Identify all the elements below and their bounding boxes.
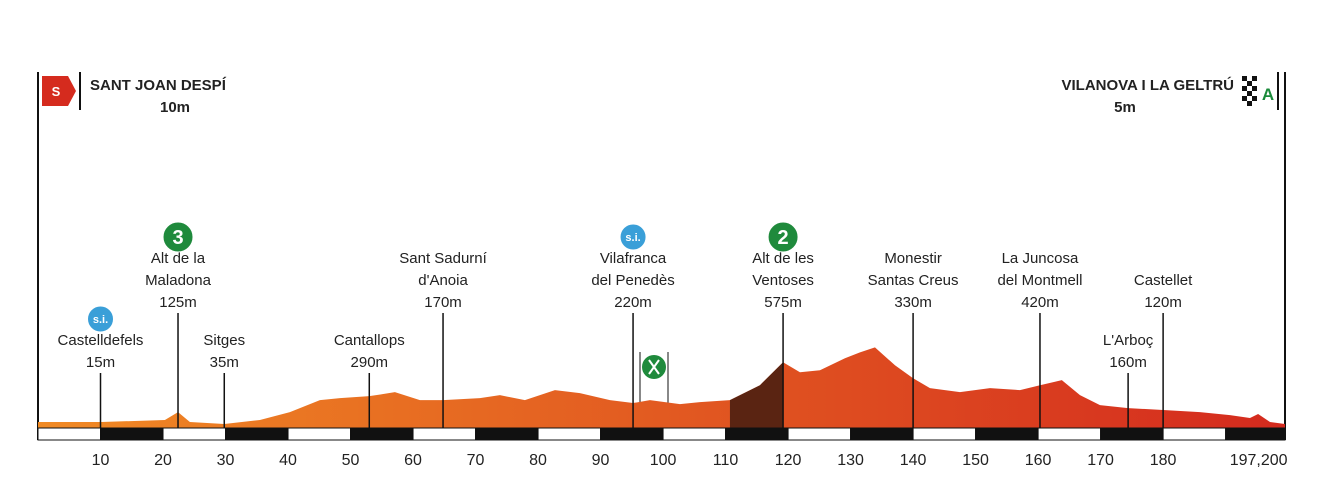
waypoint-altitude: 35m <box>210 354 239 371</box>
waypoint-name: Alt de la <box>151 250 206 267</box>
waypoint-altitude: 420m <box>1021 294 1059 311</box>
x-tick-label: 120 <box>775 452 802 469</box>
waypoint-name: Maladona <box>145 272 212 289</box>
x-tick-label: 20 <box>154 452 172 469</box>
axis-segment <box>912 427 977 441</box>
axis-segment <box>662 427 727 441</box>
feed-zone <box>639 352 669 428</box>
waypoint-altitude: 290m <box>351 354 389 371</box>
finish-name: VILANOVA I LA GELTRÚ <box>1062 76 1235 94</box>
waypoint-name: L'Arboç <box>1103 332 1154 349</box>
waypoint-name: del Penedès <box>591 272 674 289</box>
waypoint-name: Alt de les <box>752 250 814 267</box>
waypoint-name: Castelldefels <box>58 332 144 349</box>
badge <box>619 223 647 251</box>
start-badge: S <box>52 84 61 99</box>
start-flag <box>42 76 76 106</box>
axis-segment <box>850 427 914 441</box>
badge <box>162 221 194 253</box>
x-tick-label: 100 <box>650 452 677 469</box>
axis-segment <box>225 427 289 441</box>
x-tick-label: 80 <box>529 452 547 469</box>
waypoint-altitude: 170m <box>424 294 462 311</box>
x-tick-label: 110 <box>713 452 739 469</box>
waypoint-name: Ventoses <box>752 272 814 289</box>
x-tick-label: 170 <box>1087 452 1114 469</box>
axis-segment <box>1037 427 1102 441</box>
axis-segment <box>1162 427 1227 441</box>
x-tick-label: 90 <box>592 452 610 469</box>
x-tick-label: 160 <box>1025 452 1052 469</box>
badge-label: s.i. <box>625 232 640 244</box>
axis-segment <box>350 427 414 441</box>
badge <box>767 221 799 253</box>
waypoint-altitude: 330m <box>894 294 932 311</box>
waypoint-name: Sant Sadurní <box>399 250 487 267</box>
waypoint-name: del Montmell <box>997 272 1082 289</box>
badge <box>87 305 115 333</box>
badge-label: 2 <box>778 227 789 249</box>
x-tick-label: 70 <box>467 452 485 469</box>
axis-segment <box>787 427 852 441</box>
badge-label: 3 <box>172 227 183 249</box>
x-tick-label: 197,200 <box>1230 452 1288 469</box>
waypoint-altitude: 125m <box>159 294 197 311</box>
x-tick-label: 180 <box>1150 452 1177 469</box>
waypoint-altitude: 160m <box>1109 354 1147 371</box>
x-tick-label: 30 <box>217 452 235 469</box>
x-tick-label: 50 <box>342 452 360 469</box>
axis-segment <box>1225 427 1286 441</box>
waypoint-name: Santas Creus <box>868 272 959 289</box>
axis-segment <box>162 427 227 441</box>
waypoint-name: Castellet <box>1134 272 1193 289</box>
finish-altitude: 5m <box>1114 99 1136 116</box>
waypoint-altitude: 575m <box>764 294 802 311</box>
waypoint-name: Cantallops <box>334 332 405 349</box>
waypoint-name: Sitges <box>203 332 245 349</box>
x-tick-label: 60 <box>404 452 422 469</box>
waypoint-name: d'Anoia <box>418 272 468 289</box>
x-tick-label: 130 <box>837 452 864 469</box>
badge-label: s.i. <box>93 314 108 326</box>
axis-segment <box>537 427 602 441</box>
axis-segment <box>975 427 1039 441</box>
waypoint-name: La Juncosa <box>1002 250 1079 267</box>
axis-segment <box>475 427 539 441</box>
start-name: SANT JOAN DESPÍ <box>90 77 227 94</box>
waypoint-altitude: 120m <box>1144 294 1182 311</box>
elevation-area <box>38 347 1285 428</box>
waypoint-name: Vilafranca <box>600 250 667 267</box>
axis-segment <box>100 427 164 441</box>
checkered-flag <box>1242 76 1258 108</box>
x-tick-label: 40 <box>279 452 297 469</box>
axis-segment <box>412 427 477 441</box>
waypoint-name: Monestir <box>884 250 942 267</box>
axis-segment <box>725 427 789 441</box>
axis-segment <box>600 427 664 441</box>
start-altitude: 10m <box>160 99 190 116</box>
axis-segment <box>37 427 102 441</box>
x-tick-label: 10 <box>92 452 110 469</box>
waypoint-altitude: 15m <box>86 354 115 371</box>
axis-segment <box>1100 427 1164 441</box>
x-tick-label: 140 <box>900 452 927 469</box>
waypoint-altitude: 220m <box>614 294 652 311</box>
finish-badge: A <box>1262 85 1274 104</box>
axis-segment <box>287 427 352 441</box>
x-tick-label: 150 <box>962 452 989 469</box>
